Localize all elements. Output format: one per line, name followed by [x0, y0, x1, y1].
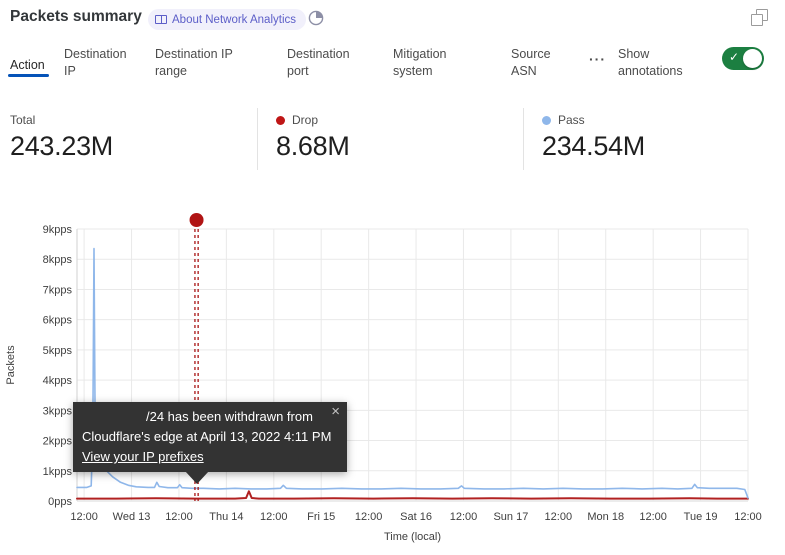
pass-legend-dot [542, 116, 551, 125]
view-ip-prefixes-link[interactable]: View your IP prefixes [82, 449, 204, 464]
active-tab-underline [8, 74, 49, 77]
show-annotations-toggle[interactable]: ✓ [722, 47, 764, 70]
y-tick-label: 2kpps [43, 436, 73, 448]
x-axis-title: Time (local) [384, 531, 441, 543]
y-tick-label: 3kpps [43, 405, 73, 417]
drop-legend-dot [276, 116, 285, 125]
tab-action[interactable]: Action [10, 58, 45, 72]
annotation-marker-dot[interactable] [189, 213, 204, 227]
expand-window-icon[interactable] [751, 9, 768, 26]
x-tick-label: 12:00 [545, 511, 573, 523]
check-icon: ✓ [729, 50, 740, 64]
close-icon[interactable]: × [331, 403, 340, 420]
tooltip-text-line2: Cloudflare's edge at April 13, 2022 4:11… [82, 429, 332, 444]
stat-pass-value: 234.54M [542, 131, 645, 161]
y-tick-label: 4kpps [43, 375, 73, 387]
stat-total-value: 243.23M [10, 131, 113, 161]
annotation-tooltip: × /24 has been withdrawn from Cloudflare… [73, 402, 347, 484]
stat-drop-label: Drop [292, 113, 319, 127]
page-title: Packets summary [10, 8, 142, 25]
x-tick-label: 12:00 [639, 511, 667, 523]
x-tick-label: 12:00 [165, 511, 193, 523]
x-tick-label: Sun 17 [493, 511, 528, 523]
series-pass-line [76, 247, 749, 499]
tooltip-text-line1: /24 has been withdrawn from [146, 409, 313, 424]
y-tick-label: 5kpps [43, 345, 73, 357]
time-range-pie-icon[interactable] [308, 10, 324, 26]
x-tick-label: 12:00 [450, 511, 478, 523]
x-tick-label: Mon 18 [587, 511, 624, 523]
stat-divider [523, 108, 524, 170]
y-tick-label: 8kpps [43, 254, 73, 266]
more-tabs-ellipsis-icon[interactable]: ··· [589, 51, 606, 67]
book-icon [155, 15, 167, 24]
x-tick-label: 12:00 [355, 511, 383, 523]
about-network-analytics-badge[interactable]: About Network Analytics [148, 9, 307, 30]
stat-pass-label: Pass [558, 113, 585, 127]
tab-mitigation-system[interactable]: Mitigation system [393, 47, 447, 78]
tab-destination-port[interactable]: Destination port [287, 47, 350, 78]
x-tick-label: Tue 19 [684, 511, 718, 523]
tab-source-asn[interactable]: Source ASN [511, 47, 551, 78]
show-annotations-label: Show annotations [618, 47, 683, 78]
tooltip-pointer [185, 471, 209, 484]
x-tick-label: Sat 16 [400, 511, 432, 523]
y-tick-label: 0pps [48, 496, 72, 508]
x-tick-label: Wed 13 [113, 511, 151, 523]
stat-total-label: Total [10, 113, 36, 127]
y-axis-title: Packets [5, 345, 17, 385]
x-tick-label: Fri 15 [307, 511, 335, 523]
x-tick-label: Thu 14 [209, 511, 243, 523]
x-tick-label: 12:00 [734, 511, 762, 523]
x-tick-label: 12:00 [70, 511, 98, 523]
y-tick-label: 9kpps [43, 224, 73, 236]
x-tick-label: 12:00 [260, 511, 288, 523]
stat-divider [257, 108, 258, 170]
series-drop-line [76, 490, 749, 500]
y-tick-label: 6kpps [43, 315, 73, 327]
toggle-knob [743, 49, 762, 68]
tab-destination-ip-range[interactable]: Destination IP range [155, 47, 233, 78]
packets-time-series-chart[interactable]: 9kpps 8kpps 7kpps 6kpps 5kpps 4kpps 3kpps 2kpps… [0, 210, 785, 555]
about-badge-label: About Network Analytics [172, 13, 297, 26]
y-tick-label: 1kpps [43, 466, 73, 478]
stat-drop-value: 8.68M [276, 131, 350, 161]
y-tick-label: 7kpps [43, 284, 73, 296]
tab-destination-ip[interactable]: Destination IP [64, 47, 127, 78]
